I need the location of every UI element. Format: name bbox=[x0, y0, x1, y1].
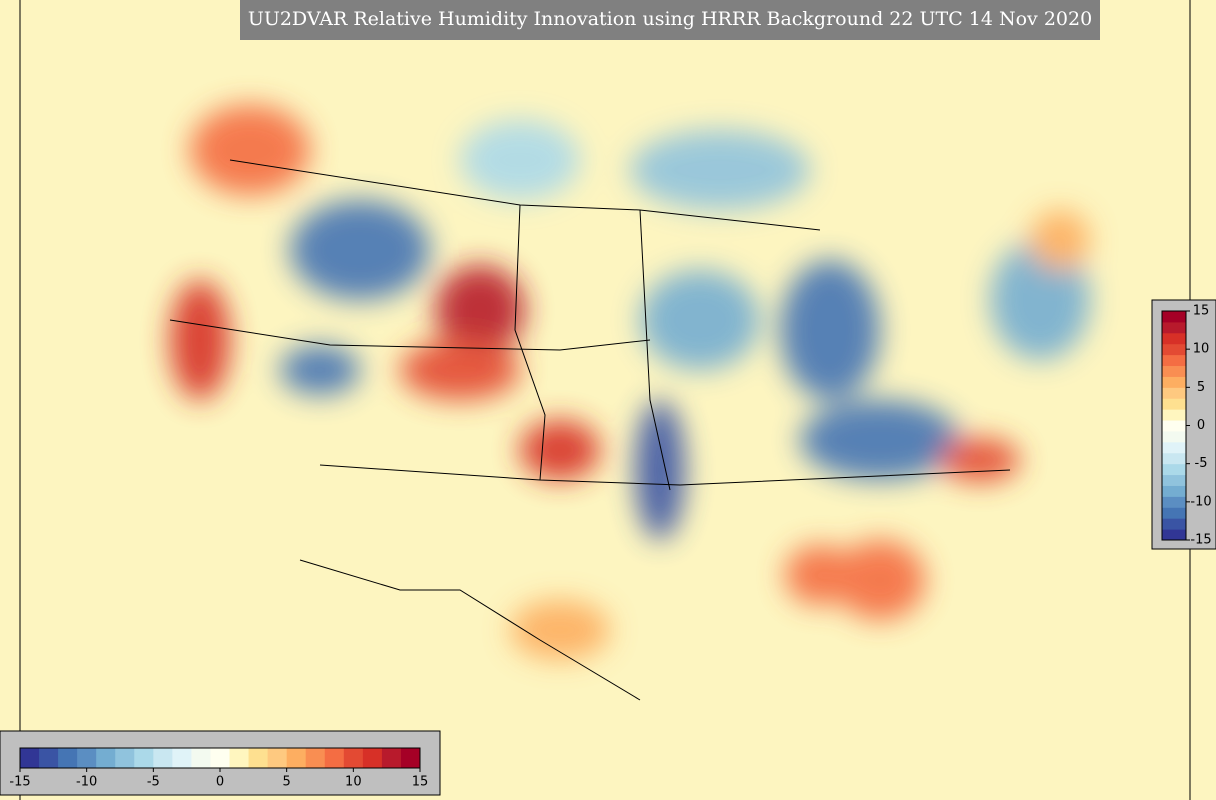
tick-label: 10 bbox=[1193, 342, 1210, 357]
color-swatch bbox=[1162, 376, 1186, 388]
tick-label: -15 bbox=[1190, 533, 1211, 548]
colorbar-bottom: -15 -10 -5 0 5 10 15 bbox=[0, 730, 441, 796]
tick-label: 0 bbox=[1197, 418, 1205, 433]
color-swatch bbox=[58, 748, 78, 768]
tick-label: 5 bbox=[283, 775, 291, 790]
color-swatch bbox=[1162, 365, 1186, 377]
color-swatch bbox=[77, 748, 97, 768]
color-swatch bbox=[96, 748, 116, 768]
color-swatch bbox=[153, 748, 173, 768]
color-swatch bbox=[1162, 343, 1186, 356]
color-swatch bbox=[248, 748, 269, 768]
color-swatch bbox=[229, 748, 250, 768]
color-swatch bbox=[305, 748, 326, 768]
color-swatch bbox=[362, 748, 383, 768]
color-swatch bbox=[1162, 463, 1186, 476]
color-swatch bbox=[1162, 321, 1186, 334]
color-swatch bbox=[1162, 496, 1186, 508]
tick-label: -10 bbox=[76, 775, 97, 790]
color-swatch bbox=[39, 748, 59, 768]
tick-label: 10 bbox=[345, 775, 362, 790]
color-swatch bbox=[1162, 398, 1186, 410]
humidity-field bbox=[170, 105, 1090, 660]
color-swatch bbox=[1162, 409, 1186, 421]
tick-label: -5 bbox=[1195, 456, 1208, 471]
color-swatch bbox=[1162, 485, 1186, 497]
color-swatch bbox=[1162, 354, 1186, 367]
color-swatch bbox=[1162, 441, 1186, 454]
color-swatch bbox=[172, 748, 192, 768]
color-swatch bbox=[1162, 474, 1186, 486]
color-swatch bbox=[381, 748, 402, 768]
tick-label: 15 bbox=[412, 775, 429, 790]
color-swatch bbox=[20, 748, 40, 768]
color-swatch bbox=[134, 748, 154, 768]
color-swatch bbox=[1162, 529, 1186, 541]
color-swatch bbox=[210, 748, 231, 768]
color-swatch bbox=[1162, 430, 1186, 443]
color-swatch bbox=[1162, 387, 1186, 399]
color-swatch bbox=[191, 748, 211, 768]
tick-label: 5 bbox=[1197, 380, 1205, 395]
color-swatch bbox=[115, 748, 135, 768]
color-swatch bbox=[1162, 452, 1186, 465]
tick-label: -15 bbox=[9, 775, 30, 790]
tick-label: 0 bbox=[216, 775, 224, 790]
color-swatch bbox=[1162, 518, 1186, 530]
chart-title: UU2DVAR Relative Humidity Innovation usi… bbox=[248, 8, 1092, 30]
color-swatch bbox=[400, 748, 421, 768]
color-swatch bbox=[1162, 420, 1186, 432]
colorbar-right: -15 -10 -5 0 5 10 15 bbox=[1151, 299, 1216, 550]
color-swatch bbox=[267, 748, 288, 768]
color-swatch bbox=[1162, 311, 1186, 323]
color-swatch bbox=[1162, 507, 1186, 519]
title-box bbox=[240, 0, 1100, 40]
color-swatch bbox=[343, 748, 364, 768]
color-swatch bbox=[1162, 332, 1186, 345]
tick-label: -5 bbox=[147, 775, 160, 790]
color-swatch bbox=[324, 748, 345, 768]
tick-label: 15 bbox=[1193, 304, 1210, 319]
tick-label: -10 bbox=[1190, 494, 1211, 509]
color-swatch bbox=[286, 748, 307, 768]
